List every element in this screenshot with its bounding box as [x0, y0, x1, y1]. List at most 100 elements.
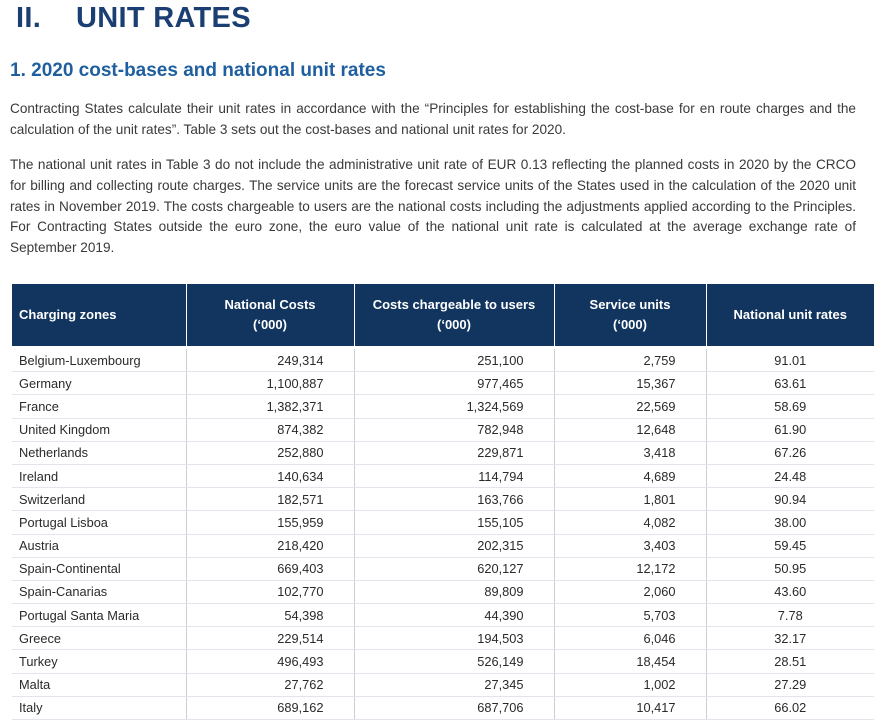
cell-service-units: 4,689	[554, 464, 707, 489]
header-national-unit-rates: National unit rates	[706, 284, 874, 346]
cell-national-costs: 252,880	[186, 441, 355, 465]
cell-charging-zone: Italy	[12, 696, 187, 720]
table-row: France 1,382,371 1,324,569 22,569 58.69	[12, 394, 874, 419]
paragraph-intro: Contracting States calculate their unit …	[10, 101, 856, 137]
table-row: Belgium-Luxembourg 249,314 251,100 2,759 91.…	[12, 349, 874, 373]
header-service-units-label: Service units	[589, 297, 671, 312]
cell-national-costs: 27,762	[186, 673, 355, 697]
cell-charging-zone: Austria	[12, 534, 187, 558]
cell-unit-rate: 50.95	[706, 557, 874, 581]
section-title-text: UNIT RATES	[76, 2, 251, 34]
header-national-costs: National Costs (‘000)	[186, 284, 355, 346]
cell-costs-chargeable: 155,105	[354, 510, 555, 535]
cell-costs-chargeable: 687,706	[354, 696, 555, 720]
table-row: Switzerland 182,571 163,766 1,801 90.94	[12, 487, 874, 512]
cell-charging-zone: Malta	[12, 673, 187, 697]
cell-costs-chargeable: 163,766	[354, 487, 555, 512]
cell-service-units: 18,454	[554, 649, 707, 674]
cell-unit-rate: 67.26	[706, 441, 874, 465]
cell-service-units: 12,648	[554, 418, 707, 442]
cell-unit-rate: 32.17	[706, 626, 874, 651]
cell-national-costs: 182,571	[186, 487, 355, 512]
cell-national-costs: 229,514	[186, 626, 355, 651]
cell-charging-zone: Germany	[12, 371, 187, 396]
header-national-costs-label: National Costs	[224, 297, 316, 312]
cell-costs-chargeable: 202,315	[354, 534, 555, 558]
cell-national-costs: 155,959	[186, 510, 355, 535]
cell-charging-zone: Turkey	[12, 649, 187, 674]
cell-costs-chargeable: 620,127	[354, 557, 555, 581]
cell-charging-zone: United Kingdom	[12, 418, 187, 442]
cell-charging-zone: Spain-Continental	[12, 557, 187, 581]
unit-rates-table: Charging zones National Costs (‘000) Cos…	[12, 284, 874, 720]
cell-costs-chargeable: 251,100	[354, 349, 555, 373]
cell-charging-zone: Switzerland	[12, 487, 187, 512]
table-row: Germany 1,100,887 977,465 15,367 63.61	[12, 371, 874, 396]
cell-service-units: 6,046	[554, 626, 707, 651]
cell-service-units: 3,418	[554, 441, 707, 465]
cell-national-costs: 249,314	[186, 349, 355, 373]
cell-service-units: 2,759	[554, 349, 707, 373]
section-number: II.	[16, 2, 42, 34]
table-row: Spain-Canarias 102,770 89,809 2,060 43.60	[12, 580, 874, 605]
cell-unit-rate: 66.02	[706, 696, 874, 720]
cell-service-units: 2,060	[554, 580, 707, 605]
header-charging-zones: Charging zones	[12, 284, 187, 346]
cell-unit-rate: 61.90	[706, 418, 874, 442]
cell-service-units: 15,367	[554, 371, 707, 396]
cell-service-units: 1,801	[554, 487, 707, 512]
cell-national-costs: 54,398	[186, 603, 355, 628]
cell-charging-zone: Spain-Canarias	[12, 580, 187, 605]
table-row: Portugal Lisboa 155,959 155,105 4,082 38.00	[12, 510, 874, 535]
cell-charging-zone: Greece	[12, 626, 187, 651]
table-header: Charging zones National Costs (‘000) Cos…	[12, 284, 874, 346]
cell-unit-rate: 24.48	[706, 464, 874, 489]
header-costs-chargeable-label: Costs chargeable to users	[372, 297, 536, 312]
cell-national-costs: 496,493	[186, 649, 355, 674]
cell-costs-chargeable: 229,871	[354, 441, 555, 465]
cell-charging-zone: Netherlands	[12, 441, 187, 465]
cell-national-costs: 689,162	[186, 696, 355, 720]
cell-unit-rate: 58.69	[706, 394, 874, 419]
cell-service-units: 3,403	[554, 534, 707, 558]
cell-service-units: 1,002	[554, 673, 707, 697]
cell-charging-zone: Portugal Lisboa	[12, 510, 187, 535]
cell-costs-chargeable: 1,324,569	[354, 394, 555, 419]
cell-unit-rate: 63.61	[706, 371, 874, 396]
cell-costs-chargeable: 89,809	[354, 580, 555, 605]
cell-national-costs: 140,634	[186, 464, 355, 489]
table-row: Portugal Santa Maria 54,398 44,390 5,703 7.7…	[12, 603, 874, 628]
subsection-title: 1. 2020 cost-bases and national unit rat…	[10, 60, 386, 81]
header-charging-zones-label: Charging zones	[19, 307, 117, 322]
table-row: Greece 229,514 194,503 6,046 32.17	[12, 626, 874, 651]
header-costs-chargeable: Costs chargeable to users (‘000)	[354, 284, 555, 346]
cell-unit-rate: 59.45	[706, 534, 874, 558]
paragraph-details: The national unit rates in Table 3 do no…	[10, 157, 856, 256]
cell-service-units: 12,172	[554, 557, 707, 581]
cell-national-costs: 218,420	[186, 534, 355, 558]
cell-national-costs: 1,382,371	[186, 394, 355, 419]
cell-charging-zone: Ireland	[12, 464, 187, 489]
table-row: United Kingdom 874,382 782,948 12,648 61.90	[12, 418, 874, 442]
cell-costs-chargeable: 526,149	[354, 649, 555, 674]
cell-costs-chargeable: 44,390	[354, 603, 555, 628]
table-row: Ireland 140,634 114,794 4,689 24.48	[12, 464, 874, 489]
header-national-unit-rates-label: National unit rates	[733, 307, 847, 322]
table-row: Netherlands 252,880 229,871 3,418 67.26	[12, 441, 874, 465]
table-row: Turkey 496,493 526,149 18,454 28.51	[12, 649, 874, 674]
cell-unit-rate: 7.78	[706, 603, 874, 628]
cell-charging-zone: France	[12, 394, 187, 419]
cell-unit-rate: 27.29	[706, 673, 874, 697]
cell-service-units: 10,417	[554, 696, 707, 720]
table-row: Malta 27,762 27,345 1,002 27.29	[12, 673, 874, 697]
cell-charging-zone: Portugal Santa Maria	[12, 603, 187, 628]
cell-unit-rate: 90.94	[706, 487, 874, 512]
header-row: Charging zones National Costs (‘000) Cos…	[12, 284, 874, 346]
cell-service-units: 22,569	[554, 394, 707, 419]
table-row: Italy 689,162 687,706 10,417 66.02	[12, 696, 874, 720]
cell-unit-rate: 38.00	[706, 510, 874, 535]
cell-national-costs: 1,100,887	[186, 371, 355, 396]
cell-unit-rate: 43.60	[706, 580, 874, 605]
cell-service-units: 5,703	[554, 603, 707, 628]
cell-national-costs: 669,403	[186, 557, 355, 581]
